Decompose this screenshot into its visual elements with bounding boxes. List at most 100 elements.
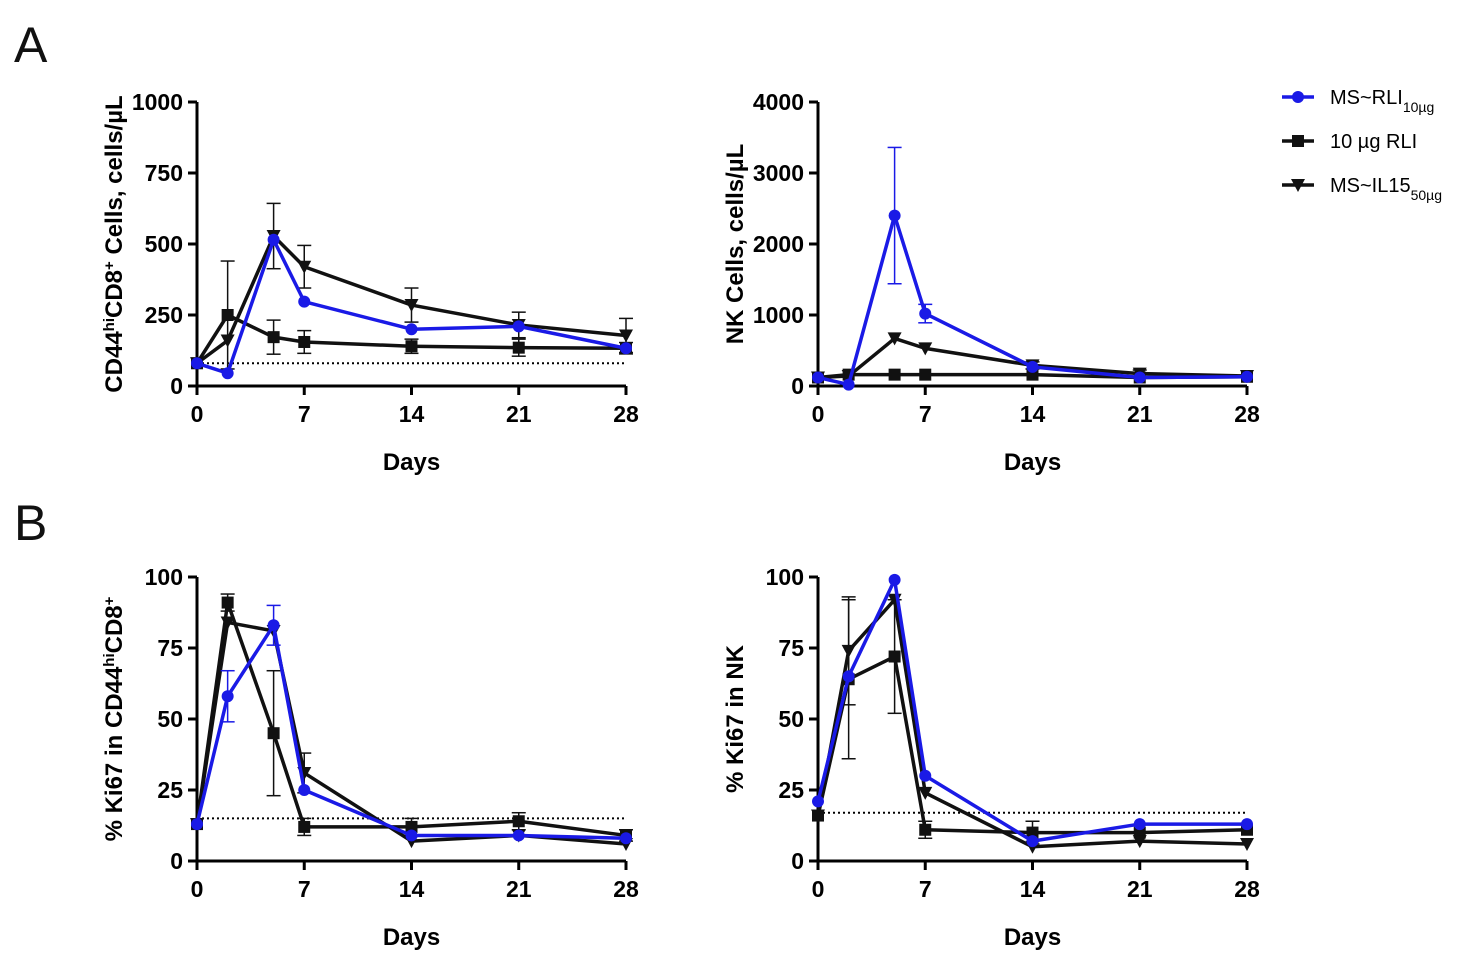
legend-marker <box>1291 179 1305 192</box>
legend-item-ms_rli: MS~RLI10µg <box>1282 87 1434 115</box>
legend: MS~RLI10µg 10 µg RLI MS~IL1550µg <box>1282 87 1442 203</box>
data-point <box>405 340 418 353</box>
data-point <box>220 616 235 630</box>
x-axis-label: Days <box>1004 924 1061 951</box>
data-point <box>619 329 633 343</box>
y-tick-label: 500 <box>145 231 183 257</box>
x-tick-label: 28 <box>1234 401 1260 427</box>
series-ms_rli <box>812 573 1253 848</box>
data-point <box>888 573 901 586</box>
data-point <box>221 690 234 703</box>
data-point <box>812 795 824 808</box>
legend-label: MS~RLI10µg <box>1330 87 1434 115</box>
data-point <box>221 367 234 380</box>
data-point <box>919 769 932 782</box>
panel-label-b: B <box>14 495 48 551</box>
x-tick-label: 21 <box>506 876 532 902</box>
data-point <box>1240 837 1254 851</box>
series-line <box>195 600 627 838</box>
y-tick-label: 100 <box>766 564 804 590</box>
data-point <box>888 650 901 663</box>
data-point <box>1026 360 1039 373</box>
data-point <box>298 784 311 796</box>
data-point <box>842 378 855 391</box>
y-tick-label: 0 <box>791 848 804 874</box>
data-point <box>811 809 825 823</box>
series-line <box>816 578 1247 843</box>
data-point <box>512 829 525 842</box>
chart-cd8-count: 0 250 500 750 1000 0 7 14 21 28 Days CD44hiCD8+ Cel… <box>101 89 639 476</box>
data-point <box>298 295 311 308</box>
data-point <box>404 299 419 313</box>
data-point <box>1133 371 1146 384</box>
data-point <box>1026 835 1039 848</box>
x-tick-label: 0 <box>812 401 825 427</box>
y-tick-label: 2000 <box>753 231 804 257</box>
data-point <box>191 357 203 370</box>
y-tick-label: 0 <box>170 373 183 399</box>
data-point <box>405 820 418 833</box>
chart-ki67-nk: 0 25 50 75 100 0 7 14 21 28 Days % Ki67 in NK <box>722 564 1260 951</box>
x-tick-label: 7 <box>298 401 311 427</box>
data-point <box>297 260 312 274</box>
x-tick-label: 7 <box>919 401 932 427</box>
x-tick-label: 21 <box>1127 401 1153 427</box>
x-axis-label: Days <box>383 924 440 951</box>
data-point <box>405 829 418 842</box>
data-point <box>512 815 525 828</box>
data-point <box>221 596 234 609</box>
y-tick-label: 25 <box>778 777 804 803</box>
panel-label-a: A <box>14 17 48 73</box>
y-tick-label: 75 <box>157 635 183 661</box>
y-tick-label: 1000 <box>132 89 183 115</box>
legend-label: MS~IL1550µg <box>1330 175 1442 203</box>
x-axis-label: Days <box>383 449 440 476</box>
x-tick-label: 28 <box>613 876 639 902</box>
x-tick-label: 14 <box>1020 401 1046 427</box>
y-tick-label: 750 <box>145 160 183 186</box>
x-tick-label: 21 <box>506 401 532 427</box>
data-point <box>919 307 932 320</box>
chart-ki67-cd8: 0 25 50 75 100 0 7 14 21 28 Days % Ki67 in CD44hiCD… <box>101 564 639 951</box>
data-point <box>221 309 234 321</box>
series-line <box>816 597 1248 849</box>
series-line <box>195 620 627 846</box>
data-point <box>1241 818 1253 831</box>
x-tick-label: 7 <box>919 876 932 902</box>
series-rli <box>812 598 1253 845</box>
data-point <box>512 341 525 354</box>
chart-nk-count: 0 1000 2000 3000 4000 0 7 14 21 28 Days NK Cells, c… <box>722 89 1260 476</box>
y-axis-label: CD44hiCD8+ Cells, cells/µL <box>101 95 129 392</box>
x-tick-label: 14 <box>399 401 425 427</box>
data-point <box>888 209 901 222</box>
data-point <box>512 320 525 333</box>
data-point <box>919 823 932 836</box>
data-point <box>298 335 311 348</box>
x-tick-label: 28 <box>1234 876 1260 902</box>
x-tick-label: 28 <box>613 401 639 427</box>
data-point <box>919 368 932 381</box>
data-point <box>620 832 632 845</box>
data-point <box>1241 370 1253 383</box>
series-line <box>816 654 1248 835</box>
series-line <box>195 623 627 841</box>
legend-item-ms_il15: MS~IL1550µg <box>1282 175 1442 203</box>
y-tick-label: 250 <box>145 302 183 328</box>
data-point <box>1133 818 1146 831</box>
data-point <box>267 619 280 632</box>
y-tick-label: 75 <box>778 635 804 661</box>
y-tick-label: 4000 <box>753 89 804 115</box>
series-line <box>817 213 1248 387</box>
data-point <box>887 332 902 346</box>
data-point <box>267 233 280 246</box>
legend-item-rli: 10 µg RLI <box>1282 131 1417 153</box>
y-tick-label: 0 <box>791 373 804 399</box>
series-ms_rli <box>191 233 632 380</box>
data-point <box>620 342 632 355</box>
y-tick-label: 50 <box>778 706 804 732</box>
x-tick-label: 14 <box>399 876 425 902</box>
data-point <box>267 331 280 344</box>
data-point <box>812 371 824 384</box>
data-point <box>220 334 235 348</box>
